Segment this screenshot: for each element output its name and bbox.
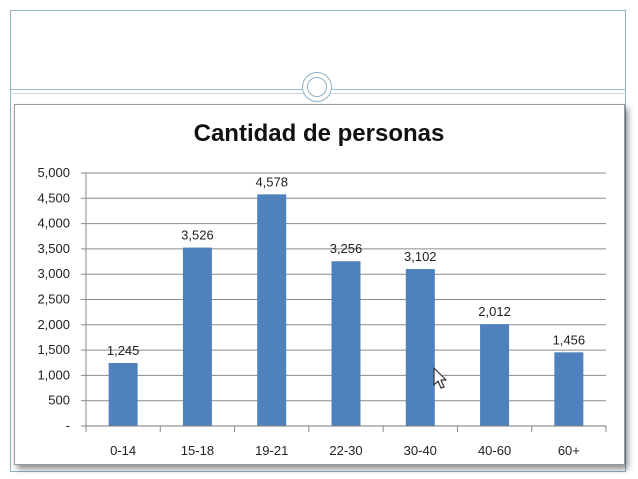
bar xyxy=(405,269,435,426)
chart-title: Cantidad de personas xyxy=(193,120,445,147)
x-tick-label: 0-14 xyxy=(110,443,136,458)
data-label: 3,526 xyxy=(181,228,214,243)
data-label: 1,456 xyxy=(553,332,586,347)
bar xyxy=(331,261,361,426)
x-tick-label: 22-30 xyxy=(329,443,362,458)
bar xyxy=(257,194,287,426)
x-tick-label: 60+ xyxy=(558,443,580,458)
y-tick-label: 500 xyxy=(48,393,70,408)
y-tick-label: 3,000 xyxy=(37,266,70,281)
bar xyxy=(480,324,510,426)
y-tick-label: 4,500 xyxy=(37,190,70,205)
bar xyxy=(554,352,584,426)
data-label: 3,102 xyxy=(404,249,437,264)
data-label: 4,578 xyxy=(255,174,288,189)
y-tick-label: 1,500 xyxy=(37,342,70,357)
y-tick-label: 5,000 xyxy=(37,165,70,180)
bar xyxy=(182,247,212,426)
mouse-cursor-icon xyxy=(433,367,447,389)
x-tick-label: 40-60 xyxy=(478,443,511,458)
bar xyxy=(108,363,138,426)
x-tick-label: 19-21 xyxy=(255,443,288,458)
y-tick-label: 2,000 xyxy=(37,317,70,332)
y-tick-label: 1,000 xyxy=(37,367,70,382)
data-label: 2,012 xyxy=(478,304,511,319)
data-label: 3,256 xyxy=(330,241,363,256)
circle-ornament-icon xyxy=(302,72,332,102)
y-tick-label: 2,500 xyxy=(37,292,70,307)
x-tick-label: 30-40 xyxy=(404,443,437,458)
y-tick-label: 4,000 xyxy=(37,216,70,231)
y-tick-label: - xyxy=(66,418,70,433)
y-tick-label: 3,500 xyxy=(37,241,70,256)
data-label: 1,245 xyxy=(107,343,140,358)
x-tick-label: 15-18 xyxy=(181,443,214,458)
